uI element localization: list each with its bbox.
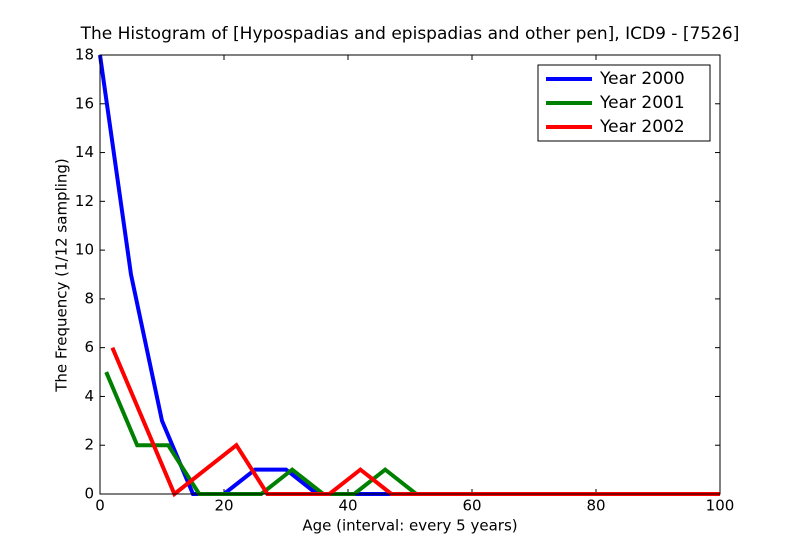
y-tick-label: 8 xyxy=(84,289,94,307)
legend-label: Year 2002 xyxy=(599,117,685,137)
x-axis-label: Age (interval: every 5 years) xyxy=(302,517,517,535)
y-tick-label: 0 xyxy=(84,485,94,503)
y-tick-label: 6 xyxy=(84,338,94,356)
y-tick-label: 10 xyxy=(75,241,94,259)
y-tick-label: 14 xyxy=(75,143,94,161)
y-axis-label: The Frequency (1/12 sampling) xyxy=(53,158,71,393)
y-tick-label: 4 xyxy=(84,387,94,405)
legend-label: Year 2001 xyxy=(599,93,685,113)
x-tick-label: 0 xyxy=(95,497,105,515)
x-tick-label: 40 xyxy=(338,497,357,515)
x-tick-label: 80 xyxy=(586,497,605,515)
legend-label: Year 2000 xyxy=(599,69,685,89)
y-tick-label: 12 xyxy=(75,192,94,210)
y-tick-label: 18 xyxy=(75,46,94,64)
y-tick-label: 2 xyxy=(84,436,94,454)
plot-frame xyxy=(99,54,721,495)
x-tick-label: 60 xyxy=(462,497,481,515)
x-tick-label: 100 xyxy=(706,497,735,515)
x-tick-label: 20 xyxy=(214,497,233,515)
y-tick-label: 16 xyxy=(75,94,94,112)
chart-title: The Histogram of [Hypospadias and epispa… xyxy=(80,24,740,44)
